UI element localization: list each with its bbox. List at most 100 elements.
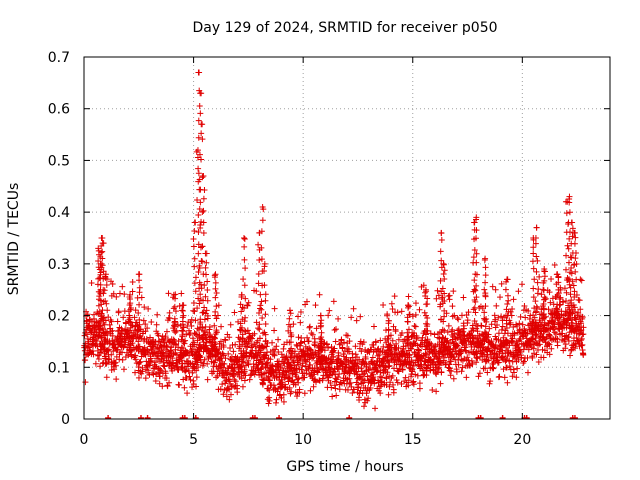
data-point [119,283,126,290]
data-point [335,355,342,362]
data-point [278,351,285,358]
data-point [482,293,489,300]
data-point [398,308,405,315]
data-point [531,276,538,283]
data-point [568,254,575,261]
data-point [253,288,260,295]
data-point [553,305,560,312]
data-point [414,342,421,349]
data-point [201,328,208,335]
data-point [503,325,510,332]
data-point [288,345,295,352]
data-point [325,312,332,319]
data-point [578,277,585,284]
data-point [184,363,191,370]
data-point [534,257,541,264]
data-point [513,321,520,328]
data-point [519,321,526,328]
data-point [168,344,175,351]
data-point [263,352,270,359]
data-point [390,323,397,330]
data-point [355,383,362,390]
data-point [533,224,540,231]
data-point [562,266,569,273]
zero-marker [523,415,530,419]
data-point [212,308,219,315]
data-point [251,330,258,337]
data-point [384,358,391,365]
data-point [492,324,499,331]
y-tick-label: 0 [61,412,70,428]
data-point [410,381,417,388]
data-point [486,325,493,332]
data-point [567,284,574,291]
data-point [305,364,312,371]
data-point [280,391,287,398]
data-point [495,359,502,366]
data-point [344,386,351,393]
data-point [211,359,218,366]
data-point [162,333,169,340]
data-point [481,286,488,293]
data-point [199,243,206,250]
data-point [453,368,460,375]
data-point [325,344,332,351]
data-point [447,372,454,379]
data-point [296,386,303,393]
data-point [435,292,442,299]
data-point [148,347,155,354]
data-point [195,117,202,124]
zero-marker [251,415,258,419]
data-point [502,312,509,319]
data-point [195,170,202,177]
data-point [193,374,200,381]
data-point [278,394,285,401]
data-point [135,326,142,333]
data-point [416,306,423,313]
data-point [540,287,547,294]
data-point [109,327,116,334]
data-point [521,302,528,309]
data-point [346,348,353,355]
data-point [259,217,266,224]
data-point [103,300,110,307]
data-point [487,378,494,385]
data-point [427,330,434,337]
data-point [422,289,429,296]
data-point [471,343,478,350]
data-point [454,315,461,322]
data-point [213,315,220,322]
data-point [139,364,146,371]
data-point [240,276,247,283]
data-point [471,318,478,325]
data-point [461,355,468,362]
data-point [212,352,219,359]
data-point [259,203,266,210]
data-point [262,297,269,304]
data-point [460,328,467,335]
data-point [384,369,391,376]
data-point [294,376,301,383]
data-point [198,156,205,163]
data-point [532,309,539,316]
data-point [346,375,353,382]
zero-marker [346,415,353,419]
y-axis-title: SRMTID / TECUs [6,183,22,296]
data-point [440,341,447,348]
data-point [534,279,541,286]
data-point [191,330,198,337]
data-point [416,385,423,392]
data-point [98,235,105,241]
data-point [143,335,150,342]
data-point [481,335,488,342]
data-point [183,374,190,381]
data-point [99,248,106,255]
data-point [571,327,578,334]
data-point [241,236,248,243]
data-point [570,282,577,289]
data-point [373,368,380,375]
data-point [444,329,451,336]
data-point [193,367,200,374]
data-point [376,351,383,358]
data-point [116,290,123,297]
